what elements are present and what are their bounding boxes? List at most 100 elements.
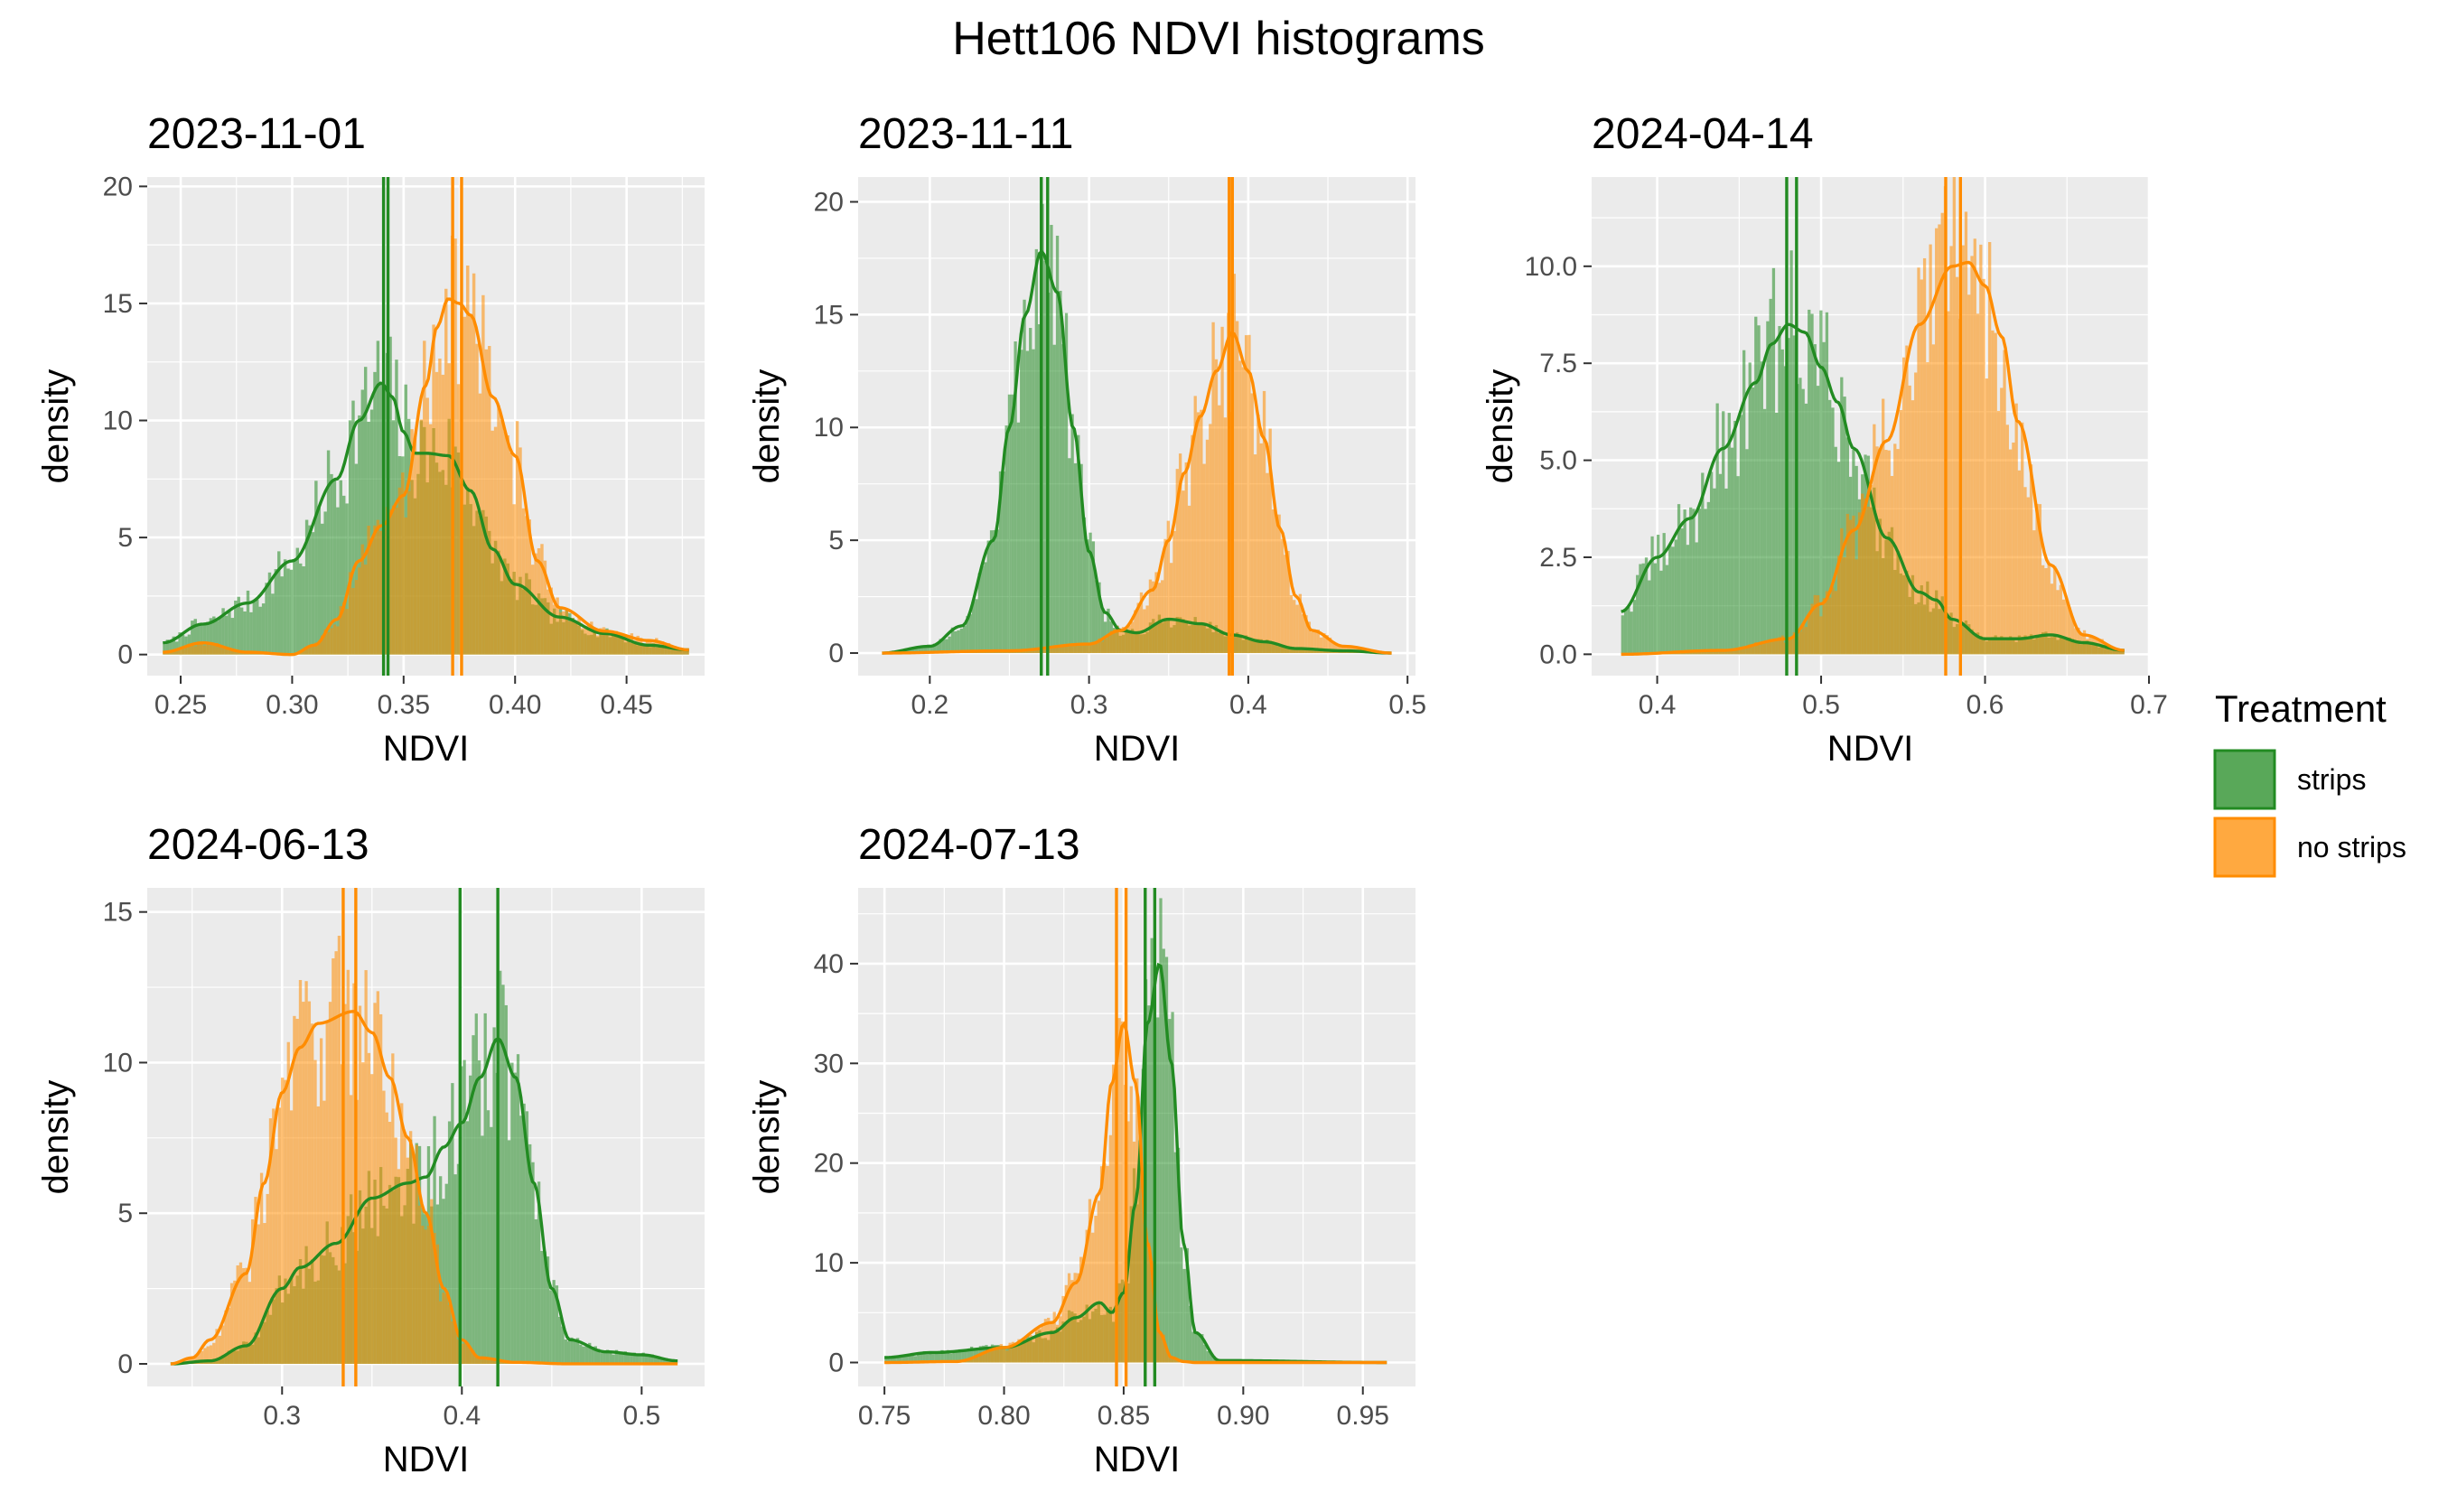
histogram-bar	[1052, 1311, 1056, 1363]
histogram-bar	[323, 511, 327, 655]
histogram-bar	[1831, 587, 1835, 655]
histogram-bar	[1813, 344, 1817, 655]
histogram-bar	[165, 639, 170, 655]
histogram-bar	[2029, 464, 2033, 655]
histogram-bar	[267, 572, 272, 655]
histogram-bar	[1088, 532, 1092, 654]
histogram-bar	[1940, 212, 1944, 655]
histogram-bar	[651, 642, 656, 655]
density-curve-strips	[163, 381, 689, 652]
histogram-bar	[1771, 639, 1776, 655]
histogram-bar	[957, 630, 960, 654]
histogram-bar	[1789, 638, 1793, 655]
histogram-bar	[1055, 235, 1060, 654]
histogram-bar	[1674, 539, 1677, 655]
histogram-bar	[388, 1121, 392, 1364]
histogram-bar	[1929, 244, 1932, 655]
histogram-bar	[1973, 238, 1976, 655]
histogram-bar	[428, 424, 433, 655]
histogram-bar	[1775, 412, 1779, 655]
histogram-bar	[1736, 476, 1740, 655]
histogram-bar	[1059, 1316, 1062, 1363]
histogram-bar	[1920, 279, 1923, 655]
histogram-bar	[1331, 641, 1335, 654]
histogram-bar	[364, 970, 368, 1364]
histogram-bar	[2118, 649, 2122, 655]
histogram-bar	[582, 1346, 585, 1364]
x-tick-label: 0.75	[858, 1401, 911, 1431]
histogram-bar	[1020, 350, 1023, 654]
histogram-bar	[248, 1282, 252, 1364]
x-tick-label: 0.90	[1217, 1401, 1269, 1431]
histogram-bar	[442, 1293, 445, 1364]
facet-panel: 0.3 0.4 0.5 0 5 10 15 2024-06-13 NDVI density	[36, 821, 705, 1479]
histogram-bar	[2115, 649, 2119, 655]
histogram-bar	[1125, 631, 1128, 654]
histogram-bar	[345, 609, 349, 655]
histogram-bar	[2059, 584, 2062, 655]
histogram-bar	[1804, 403, 1808, 655]
histogram-bar	[1310, 631, 1314, 654]
histogram-bar	[510, 1062, 514, 1364]
histogram-bar	[492, 1358, 496, 1364]
histogram-bar	[952, 1350, 956, 1363]
histogram-bar	[1086, 643, 1089, 654]
y-axis-title: density	[1481, 369, 1520, 484]
histogram-bar	[423, 341, 426, 655]
histogram-bar	[218, 644, 222, 655]
histogram-bar	[456, 384, 461, 655]
histogram-bar	[1082, 1260, 1086, 1363]
histogram-bar	[326, 631, 331, 655]
histogram-bar	[1011, 1341, 1015, 1363]
histogram-bar	[612, 1354, 615, 1364]
histogram-bar	[1156, 1017, 1160, 1363]
histogram-bar	[2012, 442, 2015, 655]
histogram-bar	[1840, 377, 1844, 655]
histogram-bar	[1627, 607, 1630, 655]
histogram-bar	[1739, 649, 1743, 655]
histogram-bar	[1650, 536, 1654, 655]
histogram-bar	[1041, 1326, 1044, 1363]
histogram-bar	[934, 1353, 939, 1363]
histogram-bar	[268, 1118, 273, 1364]
histogram-bar	[299, 563, 303, 655]
histogram-bar	[580, 628, 584, 655]
histogram-bar	[1665, 565, 1669, 655]
histogram-bar	[339, 480, 342, 655]
histogram-bar	[504, 1004, 508, 1364]
histogram-bar	[228, 648, 231, 655]
histogram-bar	[1653, 563, 1657, 655]
histogram-bar	[1822, 341, 1826, 655]
x-axis-title: NDVI	[1094, 729, 1181, 769]
histogram-bar	[1697, 509, 1702, 655]
histogram-bar	[317, 642, 322, 655]
histogram-bar	[566, 1341, 571, 1364]
histogram-bar	[1692, 651, 1696, 655]
histogram-bar	[1757, 325, 1761, 655]
histogram-bar	[590, 621, 593, 655]
histogram-bar	[2065, 597, 2069, 655]
histogram-bar	[1808, 309, 1811, 655]
histogram-bar	[959, 628, 964, 654]
histogram-bar	[549, 1290, 553, 1364]
histogram-bar	[289, 1110, 294, 1364]
histogram-bar	[549, 587, 553, 655]
histogram-bar	[1709, 471, 1714, 655]
histogram-bar	[1280, 538, 1285, 654]
histogram-bar	[1325, 635, 1329, 654]
histogram-bar	[1147, 1242, 1151, 1363]
y-tick-label: 0	[117, 640, 133, 670]
histogram-bar	[1760, 642, 1763, 655]
histogram-bar	[623, 1351, 628, 1364]
histogram-bar	[973, 1356, 976, 1363]
histogram-bar	[1117, 1018, 1121, 1363]
histogram-bar	[1742, 648, 1746, 655]
histogram-bar	[945, 639, 948, 654]
histogram-bar	[500, 420, 504, 655]
histogram-bar	[385, 1112, 388, 1364]
histogram-bar	[1126, 1121, 1130, 1363]
histogram-bar	[595, 635, 600, 655]
histogram-bar	[1211, 322, 1215, 654]
histogram-bar	[314, 481, 318, 655]
histogram-bar	[522, 1103, 526, 1364]
